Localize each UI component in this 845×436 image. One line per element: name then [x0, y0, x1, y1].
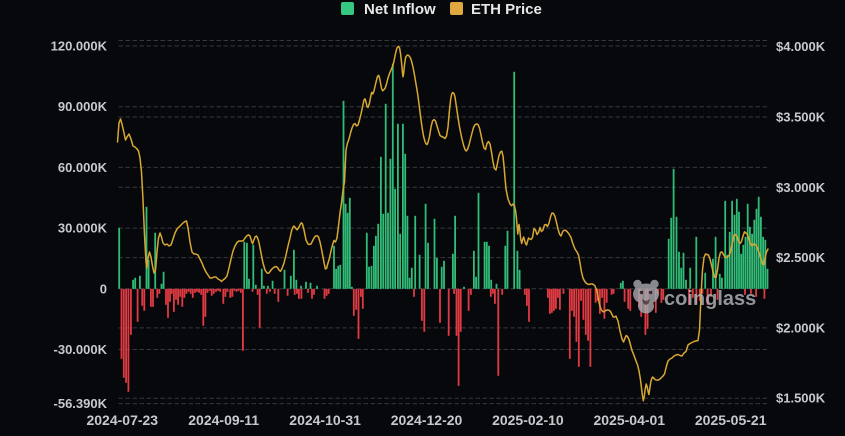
svg-text:-56.390K: -56.390K: [54, 396, 108, 411]
svg-text:$1.500K: $1.500K: [776, 391, 826, 406]
svg-text:2025-02-10: 2025-02-10: [492, 412, 564, 428]
svg-text:coinglass: coinglass: [664, 288, 756, 310]
svg-text:-30.000K: -30.000K: [54, 342, 108, 357]
svg-text:0: 0: [100, 281, 107, 296]
svg-text:2024-12-20: 2024-12-20: [391, 412, 463, 428]
svg-text:2024-10-31: 2024-10-31: [289, 412, 361, 428]
svg-text:30.000K: 30.000K: [58, 221, 108, 236]
svg-text:2025-05-21: 2025-05-21: [695, 412, 767, 428]
svg-text:Net Inflow: Net Inflow: [364, 1, 436, 18]
svg-text:$4.000K: $4.000K: [776, 39, 826, 54]
svg-text:$2.500K: $2.500K: [776, 250, 826, 265]
svg-text:$3.000K: $3.000K: [776, 180, 826, 195]
svg-text:60.000K: 60.000K: [58, 160, 108, 175]
svg-text:2025-04-01: 2025-04-01: [593, 412, 665, 428]
svg-text:$2.000K: $2.000K: [776, 320, 826, 335]
svg-text:$3.500K: $3.500K: [776, 110, 826, 125]
svg-text:90.000K: 90.000K: [58, 99, 108, 114]
svg-text:2024-07-23: 2024-07-23: [86, 412, 158, 428]
svg-text:120.000K: 120.000K: [51, 39, 108, 54]
svg-text:2024-09-11: 2024-09-11: [188, 412, 259, 428]
svg-text:ETH Price: ETH Price: [471, 1, 542, 18]
